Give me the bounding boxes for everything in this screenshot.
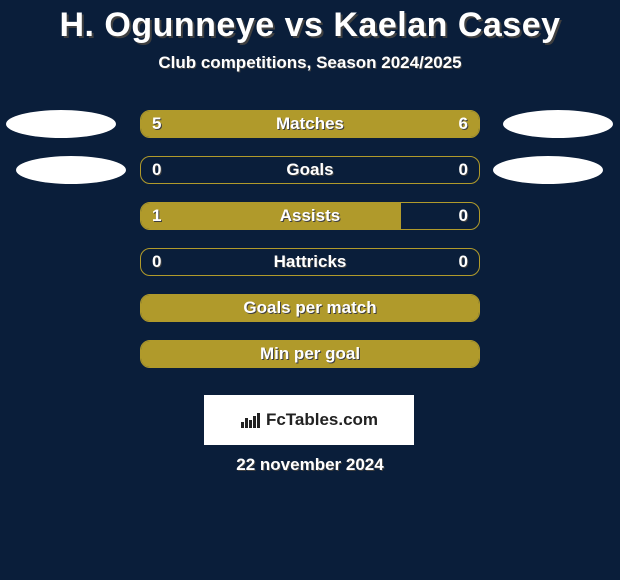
bar-fill: [141, 341, 479, 367]
bar-track: [140, 294, 480, 322]
value-right: 6: [459, 110, 468, 138]
chart-container: H. Ogunneye vs Kaelan Casey Club competi…: [0, 0, 620, 580]
value-left: 5: [152, 110, 161, 138]
value-left: 0: [152, 248, 161, 276]
bar-fill-left: [141, 203, 401, 229]
value-right: 0: [459, 202, 468, 230]
value-left: 0: [152, 156, 161, 184]
date: 22 november 2024: [0, 455, 620, 475]
stat-row: 56Matches: [0, 110, 620, 156]
stat-row: Min per goal: [0, 340, 620, 386]
stat-row: Goals per match: [0, 294, 620, 340]
player-marker-left: [6, 110, 116, 138]
value-right: 0: [459, 248, 468, 276]
bar-track: [140, 340, 480, 368]
bar-fill-left: [141, 111, 280, 137]
value-left: 1: [152, 202, 161, 230]
stat-rows: 56Matches00Goals10Assists00HattricksGoal…: [0, 110, 620, 386]
bar-track: [140, 110, 480, 138]
stat-row: 10Assists: [0, 202, 620, 248]
stat-row: 00Hattricks: [0, 248, 620, 294]
player-marker-left: [16, 156, 126, 184]
bar-track: [140, 202, 480, 230]
value-right: 0: [459, 156, 468, 184]
page-title: H. Ogunneye vs Kaelan Casey: [0, 0, 620, 45]
attribution: FcTables.com: [240, 410, 378, 430]
stat-row: 00Goals: [0, 156, 620, 202]
bar-fill: [141, 295, 479, 321]
bar-track: [140, 156, 480, 184]
attribution-text: FcTables.com: [266, 410, 378, 430]
bar-track: [140, 248, 480, 276]
attribution-box: FcTables.com: [204, 395, 414, 445]
bar-fill-right: [280, 111, 479, 137]
bar-chart-icon: [240, 412, 262, 428]
player-marker-right: [493, 156, 603, 184]
subtitle: Club competitions, Season 2024/2025: [0, 53, 620, 73]
player-marker-right: [503, 110, 613, 138]
